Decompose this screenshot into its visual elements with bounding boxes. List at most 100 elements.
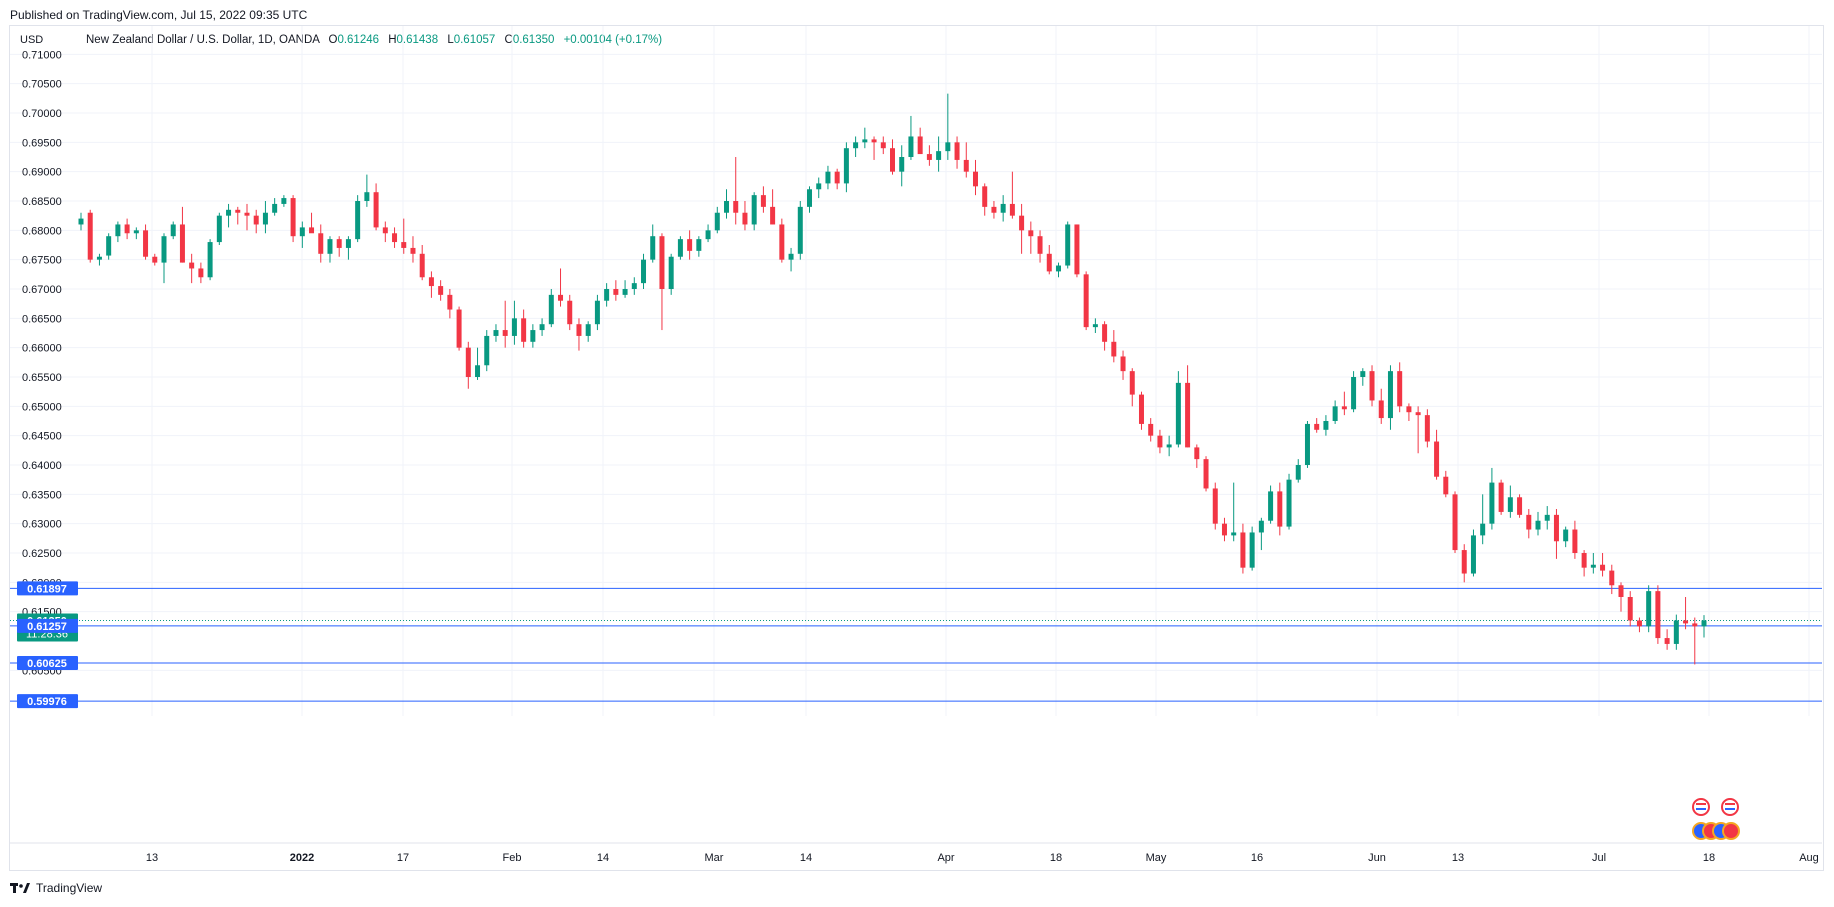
price-label-text: 0.60625 — [27, 658, 67, 670]
candle-body — [1332, 406, 1338, 421]
open-label: O — [328, 34, 338, 46]
candle-body — [1323, 421, 1329, 430]
candle-body — [1295, 465, 1301, 480]
candle-body — [1249, 532, 1255, 568]
x-tick-label: Jun — [1368, 852, 1386, 864]
tradingview-logo-icon — [10, 883, 30, 893]
candle-body — [1378, 400, 1384, 419]
candle-body — [382, 227, 388, 234]
candle-body — [281, 198, 287, 204]
x-tick-label: 13 — [1452, 852, 1464, 864]
candle-body — [1646, 591, 1652, 627]
candle-body — [364, 192, 370, 201]
candle-body — [1507, 497, 1513, 512]
candle-body — [401, 242, 407, 248]
candle-body — [1590, 564, 1596, 568]
candle-body — [788, 253, 794, 260]
candle-body — [1544, 514, 1550, 521]
symbol-title[interactable]: New Zealand Dollar / U.S. Dollar, 1D, OA… — [86, 34, 320, 46]
chart-frame — [9, 25, 1824, 871]
candle-body — [1415, 412, 1421, 416]
candle-body — [161, 236, 167, 263]
candle-body — [456, 309, 462, 348]
currency-label: USD — [20, 34, 44, 46]
x-tick-label: 18 — [1703, 852, 1715, 864]
candle-body — [862, 139, 868, 143]
candle-body — [1212, 488, 1218, 524]
candle-body — [115, 224, 121, 237]
candle-body — [207, 242, 213, 278]
candle-body — [1636, 620, 1642, 627]
footer-brand[interactable]: TradingView — [10, 881, 102, 895]
candle-body — [244, 212, 250, 216]
candle-body — [1138, 394, 1144, 424]
candle-body — [1102, 324, 1108, 342]
candle-body — [604, 289, 610, 301]
y-tick-label: 0.64000 — [22, 460, 62, 472]
candle-body — [1664, 638, 1670, 644]
candle-body — [899, 157, 905, 172]
price-label-box — [17, 618, 78, 633]
candle-body — [1092, 324, 1098, 328]
candle-body — [972, 171, 978, 187]
y-tick-label: 0.66500 — [22, 313, 62, 325]
price-label-box — [17, 656, 78, 670]
candle-body — [318, 233, 324, 254]
candle-body — [1314, 423, 1320, 430]
candle-body — [1609, 570, 1615, 586]
y-tick-label: 0.71000 — [22, 49, 62, 61]
y-tick-label: 0.68500 — [22, 196, 62, 208]
y-tick-label: 0.69500 — [22, 137, 62, 149]
close-value: 0.61350 — [512, 34, 555, 46]
candle-body — [262, 212, 268, 225]
candle-body — [936, 151, 942, 160]
candle-body — [1673, 620, 1679, 644]
candle-body — [327, 239, 333, 254]
candle-body — [1683, 620, 1689, 624]
x-tick-label: 16 — [1251, 852, 1263, 864]
high-label: H — [388, 34, 397, 46]
candle-body — [106, 236, 112, 256]
candle-body — [1129, 371, 1135, 395]
candle-body — [143, 230, 149, 257]
candle-body — [622, 289, 628, 295]
candle-body — [742, 212, 748, 225]
symbol-legend: New Zealand Dollar / U.S. Dollar, 1D, OA… — [86, 34, 662, 46]
candle-body — [1470, 535, 1476, 574]
y-tick-label: 0.63500 — [22, 489, 62, 501]
candle-body — [235, 209, 241, 213]
candle-body — [1692, 623, 1698, 627]
candle-body — [585, 324, 591, 336]
candle-body — [1489, 482, 1495, 524]
candle-body — [954, 142, 960, 160]
us-event-flag-icon-stripe — [1696, 808, 1706, 810]
nz-event-flag-icon — [1722, 822, 1740, 840]
candle-body — [1000, 203, 1006, 213]
candle-body — [96, 256, 102, 260]
candle-body — [1526, 514, 1532, 530]
candle-body — [687, 239, 693, 251]
candle-body — [1351, 377, 1357, 410]
x-tick-label: Apr — [937, 852, 954, 864]
price-label-text: 0.61897 — [27, 583, 67, 595]
y-tick-label: 0.63000 — [22, 519, 62, 531]
y-tick-label: 0.64500 — [22, 431, 62, 443]
candle-body — [133, 230, 139, 234]
candle-body — [770, 206, 776, 225]
candle-body — [1277, 491, 1283, 527]
candle-body — [484, 335, 490, 366]
candle-body — [189, 262, 195, 269]
candle-body — [631, 283, 637, 289]
candle-body — [1019, 215, 1025, 231]
candle-body — [1369, 371, 1375, 401]
candle-body — [290, 198, 296, 237]
candle-body — [530, 330, 536, 342]
y-tick-label: 0.65500 — [22, 372, 62, 384]
candle-body — [419, 253, 425, 278]
candle-body — [1434, 441, 1440, 477]
candle-body — [539, 324, 545, 331]
candle-body — [438, 286, 444, 295]
x-tick-label: Aug — [1799, 852, 1819, 864]
high-value: 0.61438 — [396, 34, 439, 46]
